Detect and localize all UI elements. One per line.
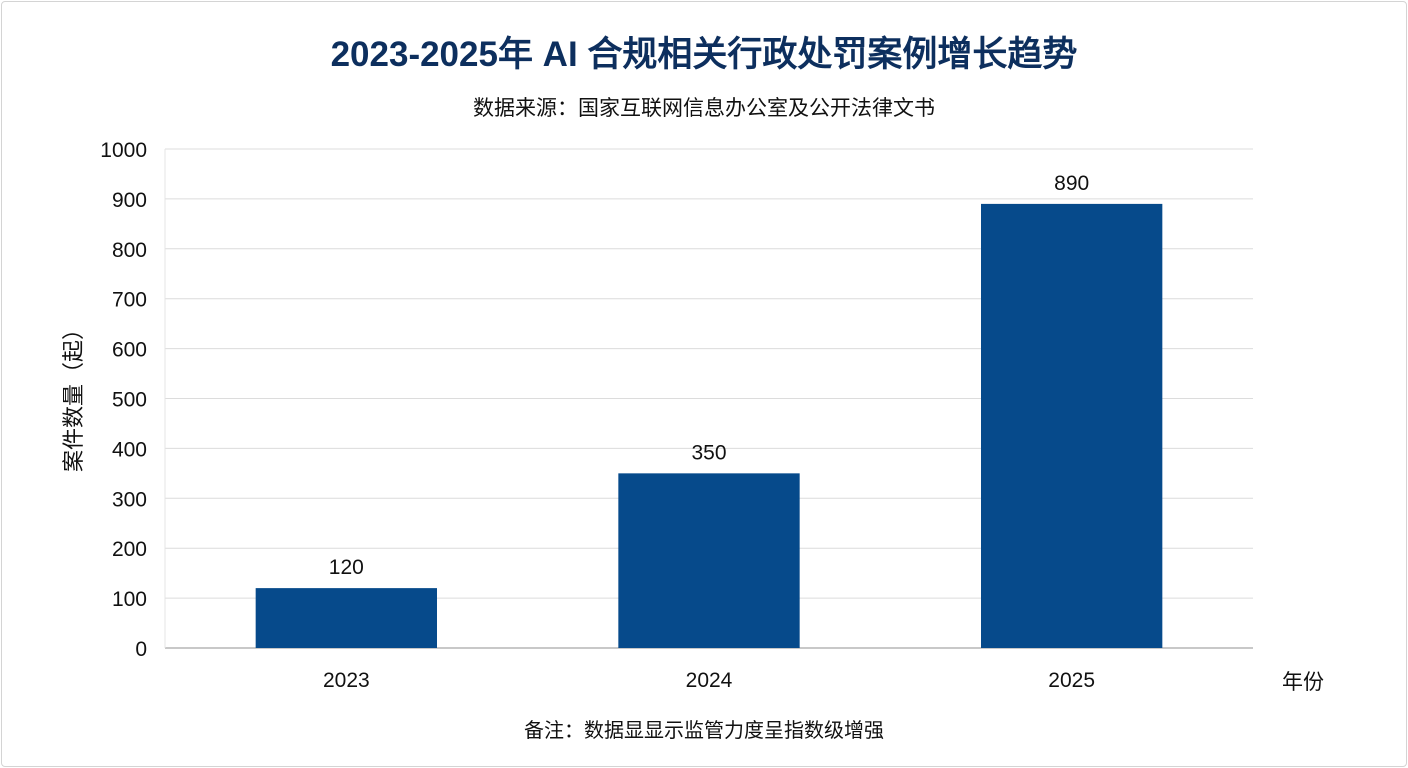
y-tick-label: 300 bbox=[112, 488, 147, 511]
data-label: 890 bbox=[1054, 172, 1089, 195]
y-tick-label: 400 bbox=[112, 438, 147, 461]
chart-subtitle: 数据来源：国家互联网信息办公室及公开法律文书 bbox=[473, 97, 935, 120]
bar-2025 bbox=[981, 203, 1163, 648]
chart-note: 备注：数据显显示监管力度呈指数级增强 bbox=[524, 720, 884, 742]
x-tick-label: 2024 bbox=[686, 669, 733, 692]
x-tick-label: 2023 bbox=[323, 669, 370, 692]
y-axis-label: 案件数量（起） bbox=[61, 317, 86, 473]
x-axis-label: 年份 bbox=[1282, 671, 1324, 694]
y-tick-label: 0 bbox=[135, 638, 147, 661]
y-tick-label: 100 bbox=[112, 588, 147, 611]
y-tick-label: 600 bbox=[112, 339, 147, 362]
bar-2023 bbox=[255, 588, 437, 648]
y-tick-label: 800 bbox=[112, 239, 147, 262]
y-tick-label: 200 bbox=[112, 538, 147, 561]
y-tick-label: 500 bbox=[112, 389, 147, 412]
chart-title: 2023-2025年 AI 合规相关行政处罚案例增长趋势 bbox=[330, 35, 1078, 74]
bar-2024 bbox=[618, 473, 800, 648]
y-tick-label: 900 bbox=[112, 189, 147, 212]
data-label: 350 bbox=[691, 441, 726, 464]
y-tick-label: 1000 bbox=[100, 139, 147, 162]
data-label: 120 bbox=[329, 556, 364, 579]
y-tick-label: 700 bbox=[112, 289, 147, 312]
x-tick-label: 2025 bbox=[1048, 669, 1095, 692]
